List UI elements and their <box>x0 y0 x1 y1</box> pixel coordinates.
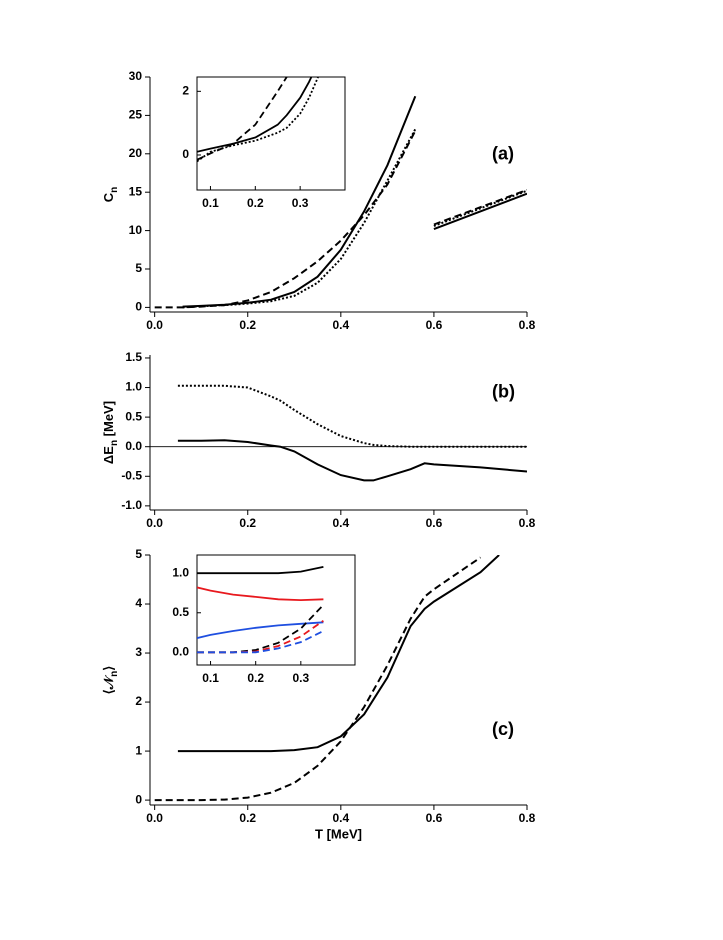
y-axis-label-sub: n <box>109 440 120 446</box>
x-tick-label: 0.4 <box>332 318 349 332</box>
series-line <box>197 566 324 575</box>
x-tick-label: 0.8 <box>519 811 536 825</box>
x-tick-label: 0.4 <box>332 516 349 530</box>
plot-area <box>197 77 319 163</box>
x-tick-label: 0.4 <box>332 811 349 825</box>
y-tick-label: 0 <box>135 792 142 806</box>
series-line <box>182 128 527 309</box>
x-tick-label: 0.1 <box>202 196 219 210</box>
y-axis-label-sub: n <box>109 671 120 677</box>
y-tick-label: 3 <box>135 645 142 659</box>
y-tick-label: -1.0 <box>121 498 142 512</box>
y-tick-label: 1 <box>135 743 142 757</box>
series-line <box>197 586 324 602</box>
y-tick-label: 0.0 <box>125 439 142 453</box>
y-axis-label-suffix: [MeV] <box>101 401 116 440</box>
x-tick-label: 0.0 <box>146 318 163 332</box>
y-tick-label: 0.5 <box>172 605 189 619</box>
x-axis-label: T [MeV] <box>315 826 362 841</box>
series-line <box>197 77 288 161</box>
x-tick-label: 0.2 <box>247 671 264 685</box>
y-axis-label: ⟨𝒩n⟩ <box>101 666 119 695</box>
x-tick-label: 0.3 <box>292 671 309 685</box>
y-tick-label: 0 <box>135 300 142 314</box>
y-tick-label: 2 <box>135 694 142 708</box>
y-tick-label: 4 <box>135 596 142 610</box>
y-axis-label-sub: n <box>109 187 120 193</box>
plot-area <box>154 555 500 802</box>
y-axis-label-suffix: ⟩ <box>101 666 116 671</box>
x-tick-label: 0.0 <box>146 516 163 530</box>
x-tick-label: 0.2 <box>239 318 256 332</box>
panel-label: (c) <box>492 719 514 739</box>
x-tick-label: 0.1 <box>202 671 219 685</box>
x-tick-label: 0.6 <box>426 811 443 825</box>
series-line <box>197 77 313 153</box>
series-line <box>197 621 324 639</box>
panel-label: (a) <box>492 143 514 163</box>
y-tick-label: 15 <box>129 184 143 198</box>
series-line <box>182 95 527 308</box>
y-tick-label: 5 <box>135 547 142 561</box>
y-tick-label: 10 <box>129 223 143 237</box>
x-tick-label: 0.8 <box>519 516 536 530</box>
y-axis-label-main: C <box>101 192 116 202</box>
series-line <box>197 630 324 654</box>
y-tick-label: 25 <box>129 108 143 122</box>
x-tick-label: 0.0 <box>146 811 163 825</box>
x-tick-label: 0.2 <box>239 516 256 530</box>
inset-frame <box>196 76 346 191</box>
plot-area <box>154 95 527 309</box>
series-line <box>197 77 319 163</box>
y-tick-label: 1.0 <box>125 380 142 394</box>
y-tick-label: 5 <box>135 261 142 275</box>
x-tick-label: 0.2 <box>247 196 264 210</box>
y-tick-label: 30 <box>129 69 143 83</box>
y-tick-label: 0.0 <box>172 645 189 659</box>
series-line <box>177 555 500 753</box>
series-line <box>177 439 527 482</box>
x-tick-label: 0.8 <box>519 318 536 332</box>
panel-label: (b) <box>492 381 515 401</box>
series-line <box>177 384 527 448</box>
plot-area <box>197 566 325 654</box>
y-tick-label: 1.5 <box>125 350 142 364</box>
y-tick-label: 0.5 <box>125 409 142 423</box>
x-tick-label: 0.3 <box>292 196 309 210</box>
x-tick-label: 0.2 <box>239 811 256 825</box>
y-tick-label: 0 <box>182 147 189 161</box>
y-axis-label-main: ⟨𝒩 <box>101 674 116 694</box>
x-tick-label: 0.6 <box>426 318 443 332</box>
y-tick-label: 20 <box>129 146 143 160</box>
plot-area <box>177 384 527 482</box>
x-tick-label: 0.6 <box>426 516 443 530</box>
y-tick-label: -0.5 <box>121 468 142 482</box>
y-axis-label: ΔEn [MeV] <box>101 401 119 464</box>
y-tick-label: 2 <box>182 83 189 97</box>
series-line <box>154 556 482 802</box>
y-tick-label: 1.0 <box>172 565 189 579</box>
y-axis-label: Cn <box>101 187 119 203</box>
y-axis-label-main: ΔE <box>101 446 116 464</box>
